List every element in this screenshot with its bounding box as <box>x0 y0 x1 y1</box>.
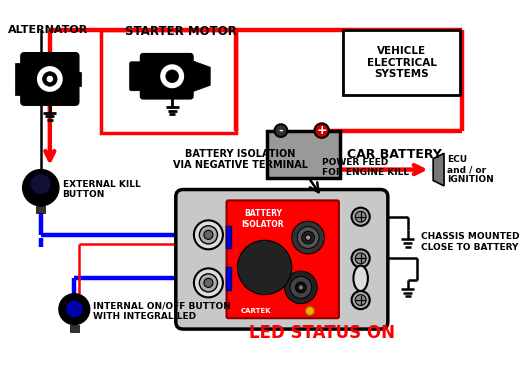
Circle shape <box>36 65 63 92</box>
Circle shape <box>258 261 271 274</box>
FancyBboxPatch shape <box>226 226 231 248</box>
Text: CARTEK: CARTEK <box>241 308 272 314</box>
Circle shape <box>59 294 90 324</box>
Text: ECU
and / or
IGNITION: ECU and / or IGNITION <box>447 155 493 185</box>
Circle shape <box>166 70 179 83</box>
Circle shape <box>253 256 276 279</box>
Circle shape <box>66 302 82 317</box>
Circle shape <box>199 226 218 244</box>
Circle shape <box>352 249 370 268</box>
Circle shape <box>31 174 51 194</box>
Text: LED STATUS ON: LED STATUS ON <box>249 324 395 342</box>
Text: BATTERY ISOLATION
VIA NEGATIVE TERMINAL: BATTERY ISOLATION VIA NEGATIVE TERMINAL <box>173 149 308 170</box>
Polygon shape <box>190 60 210 92</box>
FancyBboxPatch shape <box>343 30 461 95</box>
Circle shape <box>296 282 306 293</box>
FancyBboxPatch shape <box>15 63 21 95</box>
Circle shape <box>355 211 366 222</box>
Circle shape <box>290 276 312 298</box>
Text: ALTERNATOR: ALTERNATOR <box>8 25 88 35</box>
Circle shape <box>298 285 304 290</box>
Circle shape <box>194 268 223 297</box>
Text: POWER FEED
FOR ENGINE KILL: POWER FEED FOR ENGINE KILL <box>321 158 409 177</box>
FancyBboxPatch shape <box>227 201 339 318</box>
FancyBboxPatch shape <box>70 324 79 332</box>
Circle shape <box>23 169 59 206</box>
Ellipse shape <box>354 266 368 291</box>
Circle shape <box>297 227 319 248</box>
Circle shape <box>160 64 185 89</box>
Circle shape <box>46 75 53 83</box>
Circle shape <box>305 306 315 316</box>
Circle shape <box>292 221 325 254</box>
Circle shape <box>238 240 292 295</box>
FancyBboxPatch shape <box>72 72 81 86</box>
Circle shape <box>262 265 267 270</box>
FancyBboxPatch shape <box>21 53 79 105</box>
FancyBboxPatch shape <box>267 131 340 178</box>
Circle shape <box>302 231 315 244</box>
Text: VEHICLE
ELECTRICAL
SYSTEMS: VEHICLE ELECTRICAL SYSTEMS <box>366 46 436 79</box>
Circle shape <box>199 274 218 292</box>
Circle shape <box>315 123 329 138</box>
Text: CHASSIS MOUNTED
CLOSE TO BATTERY: CHASSIS MOUNTED CLOSE TO BATTERY <box>422 232 520 252</box>
Circle shape <box>355 253 366 264</box>
FancyBboxPatch shape <box>176 189 388 329</box>
FancyBboxPatch shape <box>226 268 231 290</box>
Text: STARTER MOTOR: STARTER MOTOR <box>125 25 237 38</box>
Circle shape <box>204 278 213 287</box>
FancyBboxPatch shape <box>19 63 24 95</box>
Polygon shape <box>433 153 444 186</box>
Circle shape <box>285 271 317 304</box>
Circle shape <box>204 230 213 239</box>
FancyBboxPatch shape <box>141 54 193 99</box>
Text: EXTERNAL KILL
BUTTON: EXTERNAL KILL BUTTON <box>63 180 140 199</box>
Circle shape <box>43 72 57 86</box>
Circle shape <box>305 235 311 240</box>
Circle shape <box>194 221 223 249</box>
Text: +: + <box>316 124 327 137</box>
FancyBboxPatch shape <box>36 206 45 213</box>
FancyBboxPatch shape <box>130 62 148 91</box>
FancyBboxPatch shape <box>23 63 28 95</box>
Text: BATTERY
ISOLATOR: BATTERY ISOLATOR <box>241 209 284 229</box>
Text: INTERNAL ON/OFF BUTTON
WITH INTEGRAL LED: INTERNAL ON/OFF BUTTON WITH INTEGRAL LED <box>93 301 231 321</box>
Circle shape <box>275 124 287 137</box>
Circle shape <box>355 295 366 306</box>
Circle shape <box>352 208 370 226</box>
Circle shape <box>352 291 370 309</box>
Text: CAR BATTERY: CAR BATTERY <box>347 148 442 161</box>
Circle shape <box>245 248 285 287</box>
Text: -: - <box>279 126 283 136</box>
